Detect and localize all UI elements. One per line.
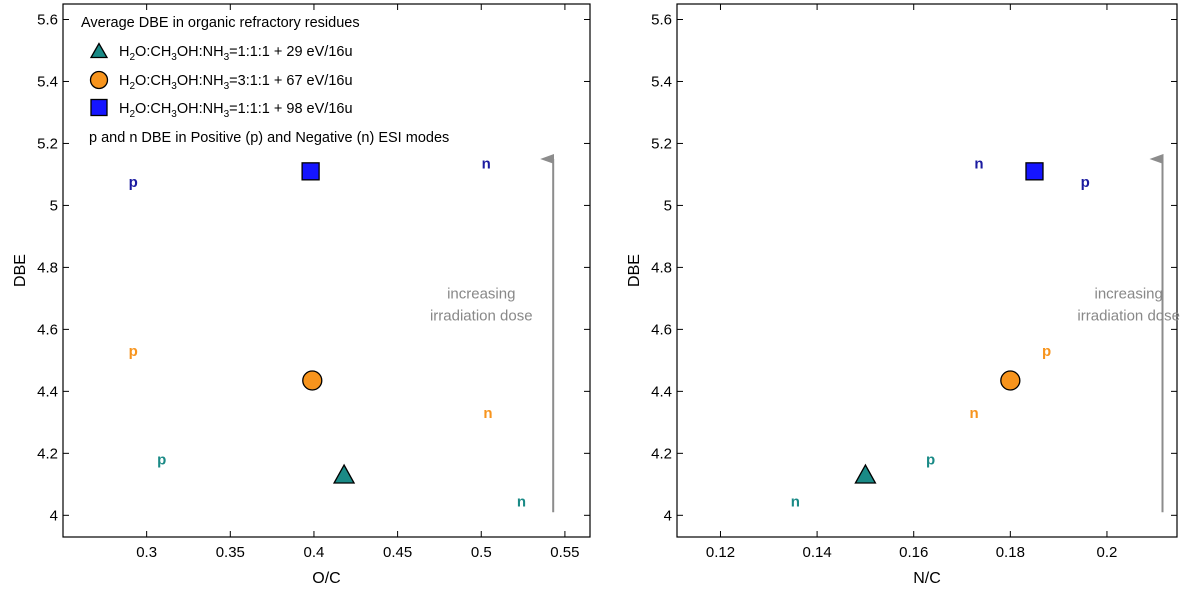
y-tick-label: 5 [50,197,58,214]
esi-label-n: n [974,156,983,173]
y-tick-label: 4.8 [37,259,58,276]
esi-label-n: n [970,405,979,422]
esi-label-p: p [129,343,138,360]
y-tick-label: 4.2 [37,445,58,462]
y-tick-label: 4.4 [37,383,58,400]
y-tick-label: 5 [664,197,672,214]
y-tick-label: 5.4 [37,73,58,90]
y-tick-label: 5.6 [37,11,58,28]
y-tick-label: 4 [664,507,672,524]
x-tick-label: 0.16 [899,544,928,561]
circle-marker [1000,370,1021,391]
chart-right: 0.12 0.14 0.16 0.18 0.2 4 4.2 4.4 4.6 4.8 5 5.2 5.4 5… [626,3,1180,587]
y-axis-label: DBE [12,254,29,287]
legend-note: p and n DBE in Positive (p) and Negative… [89,130,449,146]
triangle-marker [332,463,356,484]
x-tick-label: 0.4 [304,544,325,561]
y-tick-label: 4.6 [651,321,672,338]
x-tick-label: 0.45 [383,544,412,561]
legend-entry-circle: H2O:CH3OH:NH3=3:1:1 + 67 eV/16u [89,70,353,92]
esi-label-n: n [791,493,800,510]
esi-label-p: p [926,452,935,469]
x-tick-label: 0.55 [550,544,579,561]
plot-frame [62,3,591,538]
esi-label-n: n [517,493,526,510]
y-tick-label: 4.8 [651,259,672,276]
x-tick-label: 0.14 [802,544,831,561]
x-axis-label: O/C [312,570,340,587]
circle-marker [302,370,323,391]
esi-label-n: n [482,156,491,173]
annotation-line: irradiation dose [1077,307,1180,324]
x-tick-label: 0.35 [216,544,245,561]
square-marker [301,162,320,181]
esi-label-p: p [1042,343,1051,360]
y-tick-label: 4.6 [37,321,58,338]
legend-entry-square: H2O:CH3OH:NH3=1:1:1 + 98 eV/16u [90,98,353,120]
legend-label-3: H2O:CH3OH:NH3=1:1:1 + 98 eV/16u [119,101,353,120]
y-tick-label: 4.2 [651,445,672,462]
legend-label-1: H2O:CH3OH:NH3=1:1:1 + 29 eV/16u [119,44,353,63]
annotation-line: increasing [447,285,515,302]
annotation-line: irradiation dose [430,307,533,324]
legend-triangle-marker [89,42,109,59]
legend-title: Average DBE in organic refractory residu… [81,15,360,31]
y-tick-label: 5.2 [651,135,672,152]
y-tick-label: 5.6 [651,11,672,28]
triangle-marker [854,463,877,484]
esi-label-p: p [129,174,138,191]
y-tick-label: 5.4 [651,73,672,90]
legend-circle-marker [89,70,109,90]
legend: Average DBE in organic refractory residu… [81,15,449,146]
esi-label-p: p [1081,174,1090,191]
x-tick-label: 0.12 [706,544,735,561]
esi-label-p: p [157,452,166,469]
x-tick-label: 0.5 [471,544,492,561]
legend-square-marker [90,98,108,117]
chart-left: 0.3 0.35 0.4 0.45 0.5 0.55 4 4.2 4.4 4.6 4.8 5 5.2 5.… [12,3,591,587]
x-axis-label: N/C [913,570,941,587]
x-tick-label: 0.3 [136,544,157,561]
y-tick-label: 5.2 [37,135,58,152]
x-tick-label: 0.2 [1097,544,1118,561]
y-tick-label: 4 [50,507,58,524]
y-axis-label: DBE [626,254,643,287]
square-marker [1025,162,1044,181]
y-tick-label: 4.4 [651,383,672,400]
legend-entry-triangle: H2O:CH3OH:NH3=1:1:1 + 29 eV/16u [89,42,353,63]
plot-frame [676,3,1178,538]
x-tick-label: 0.18 [996,544,1025,561]
esi-label-n: n [483,405,492,422]
legend-label-2: H2O:CH3OH:NH3=3:1:1 + 67 eV/16u [119,73,353,92]
annotation-line: increasing [1095,285,1163,302]
